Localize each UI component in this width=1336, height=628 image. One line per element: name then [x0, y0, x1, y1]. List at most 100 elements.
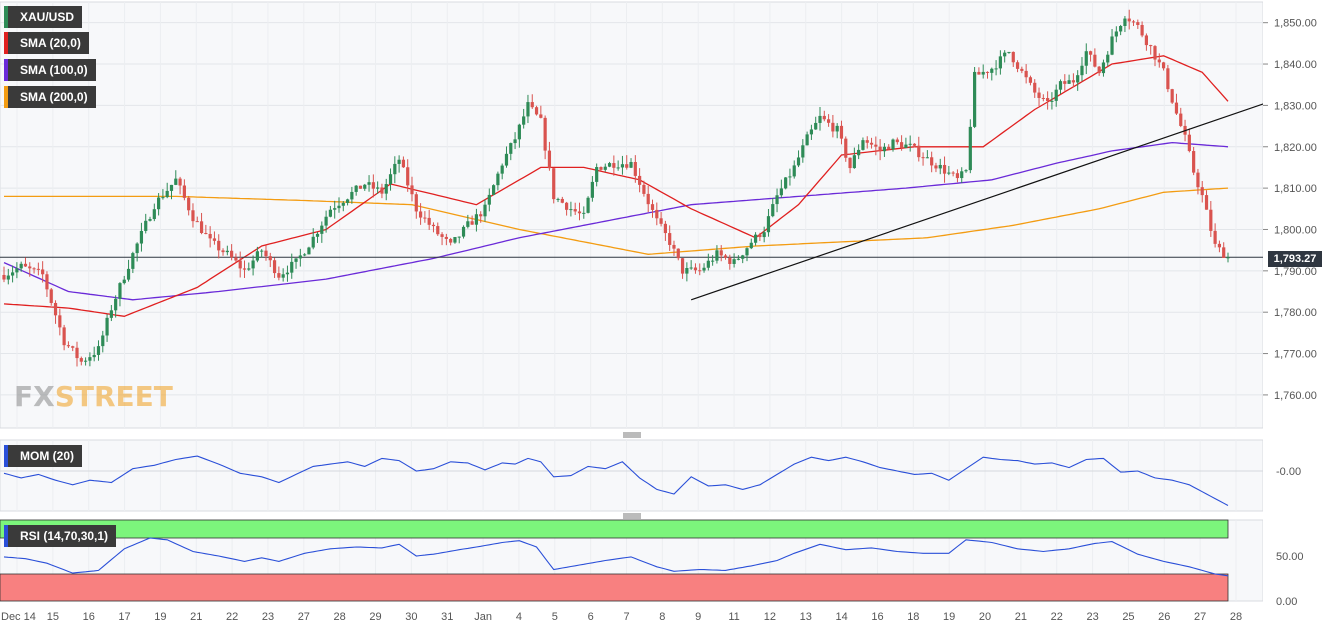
legend-sma200[interactable]: SMA (200,0)	[4, 86, 96, 108]
candle-body	[650, 204, 655, 210]
fxstreet-logo: FXSTREET	[14, 380, 173, 413]
candle-body	[376, 187, 380, 189]
time-tick-label: 13	[800, 611, 812, 623]
candle-body	[706, 260, 710, 268]
candle-body	[522, 116, 526, 125]
candle-body	[633, 162, 637, 176]
candle-body	[882, 146, 887, 152]
candle-body	[809, 129, 814, 135]
candle-body	[492, 185, 496, 195]
price-tick-label: 1,780.00	[1274, 307, 1317, 319]
candle-body	[556, 198, 560, 200]
candle-body	[135, 243, 139, 254]
price-tick-label: 1,790.00	[1274, 266, 1317, 278]
candle-body	[53, 302, 58, 316]
candle-body	[895, 139, 899, 143]
legend-mom[interactable]: MOM (20)	[4, 445, 82, 467]
candle-body	[702, 267, 706, 271]
candle-body	[1226, 257, 1230, 259]
legend-xauusd[interactable]: XAU/USD	[4, 6, 83, 28]
candle-body	[470, 221, 474, 225]
candle-body	[1119, 25, 1123, 32]
candle-body	[990, 68, 994, 73]
trendline	[690, 100, 1272, 301]
candle-body	[1213, 230, 1217, 244]
candle-body	[814, 122, 818, 130]
candle-body	[603, 166, 607, 170]
candle-body	[934, 165, 938, 169]
candle-body	[444, 236, 448, 239]
time-tick-label: 19	[943, 611, 955, 623]
candle-body	[869, 142, 874, 145]
candle-body	[109, 310, 113, 318]
candle-body	[88, 357, 92, 361]
candle-body	[968, 126, 972, 171]
candle-body	[891, 139, 895, 150]
candle-body	[45, 274, 49, 290]
candle-body	[947, 172, 951, 174]
candle-body	[599, 167, 603, 170]
candle-body	[792, 165, 796, 177]
candle-body	[994, 68, 998, 70]
candle-body	[1174, 102, 1179, 114]
candle-body	[590, 181, 594, 198]
candle-body	[350, 191, 354, 200]
candle-body	[607, 163, 612, 167]
candle-body	[625, 164, 629, 168]
candle-body	[384, 184, 388, 194]
candle-body	[1153, 46, 1157, 60]
candle-body	[655, 209, 659, 219]
candle-body	[165, 190, 169, 198]
legend-sma100[interactable]: SMA (100,0)	[4, 59, 96, 81]
candle-body	[96, 346, 101, 355]
candle-body	[964, 170, 968, 172]
candle-body	[796, 157, 801, 166]
candle-body	[272, 260, 277, 274]
candle-body	[483, 204, 487, 217]
price-tick-label: 1,840.00	[1274, 59, 1317, 71]
candle-body	[32, 268, 36, 270]
candle-body	[1170, 89, 1174, 103]
candle-body	[629, 162, 633, 168]
candle-body	[547, 150, 552, 169]
candle-body	[985, 71, 990, 73]
time-tick-label: 27	[298, 611, 310, 623]
candle-body	[917, 145, 921, 158]
candle-body	[775, 195, 779, 205]
candle-body	[861, 140, 865, 150]
candle-body	[998, 56, 1002, 69]
candle-body	[457, 236, 461, 238]
candle-body	[290, 261, 294, 273]
candle-body	[487, 194, 491, 205]
candle-body	[1217, 243, 1222, 248]
candle-body	[1097, 66, 1101, 74]
price-axis: 1,850.00 1,840.00 1,830.00 1,820.00 1,810.00…	[1263, 0, 1336, 628]
legend-sma20[interactable]: SMA (20,0)	[4, 32, 89, 54]
legend-rsi[interactable]: RSI (14,70,30,1)	[4, 525, 117, 547]
candle-body	[1127, 18, 1131, 22]
time-tick-label: 4	[516, 611, 522, 623]
time-tick-label: 6	[588, 611, 594, 623]
candle-body	[345, 199, 350, 203]
candle-body	[268, 256, 272, 261]
candle-body	[1123, 18, 1127, 26]
candle-body	[1071, 80, 1075, 83]
time-tick-label: 21	[190, 611, 202, 623]
candle-body	[672, 244, 676, 249]
candle-body	[1136, 22, 1140, 25]
candle-body	[900, 142, 904, 148]
candle-body	[1209, 209, 1213, 231]
candle-body	[732, 259, 736, 264]
candle-body	[1149, 45, 1153, 47]
candle-body	[663, 223, 667, 234]
candle-body	[118, 283, 122, 299]
candle-body	[92, 354, 96, 358]
candle-body	[28, 266, 32, 269]
candle-body	[307, 247, 311, 255]
candle-body	[741, 255, 745, 259]
candle-body	[19, 263, 23, 269]
candle-body	[865, 140, 869, 143]
candle-body	[904, 144, 908, 148]
candle-body	[616, 167, 620, 169]
candle-body	[852, 155, 856, 169]
